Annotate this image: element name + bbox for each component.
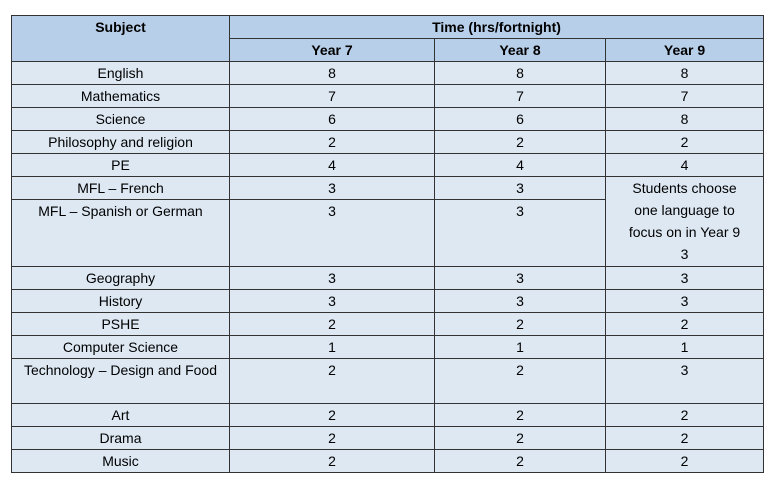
year7-cell: 2	[229, 449, 435, 473]
header-year-7: Year 7	[229, 38, 435, 62]
year7-cell: 4	[229, 153, 435, 177]
subject-cell: Art	[11, 403, 230, 427]
year8-cell: 2	[434, 403, 606, 427]
table-row: Music 2 2 2	[11, 449, 765, 473]
year8-cell: 3	[434, 199, 606, 267]
year8-cell: 2	[434, 358, 606, 404]
language-note-cell: Students choose one language to focus on…	[604, 176, 765, 267]
year9-cell: 2	[604, 130, 765, 154]
year9-cell: 2	[604, 403, 765, 427]
subject-cell: MFL – French	[11, 176, 230, 200]
table-row: MFL – French 3 3 Students choose one lan…	[11, 176, 765, 267]
year7-cell: 2	[229, 358, 435, 404]
year9-cell: 2	[604, 426, 765, 450]
year8-cell: 6	[434, 107, 606, 131]
year9-cell: 3	[604, 289, 765, 313]
table-row: History 3 3 3	[11, 289, 765, 313]
subject-cell: Drama	[11, 426, 230, 450]
year9-cell: 2	[604, 312, 765, 336]
language-note-line: focus on in Year 9	[628, 224, 741, 240]
header-subject: Subject	[11, 15, 230, 62]
subject-cell: Technology – Design and Food	[11, 358, 230, 404]
table-row: PSHE 2 2 2	[11, 312, 765, 336]
table-row: Philosophy and religion 2 2 2	[11, 130, 765, 154]
header-time: Time (hrs/fortnight)	[228, 15, 765, 39]
curriculum-table: Subject Time (hrs/fortnight) Year 7 Year…	[11, 15, 765, 473]
subject-cell: Computer Science	[11, 335, 230, 359]
table-row: Computer Science 1 1 1	[11, 335, 765, 359]
year9-cell: 3	[604, 358, 765, 404]
subject-cell: Philosophy and religion	[11, 130, 230, 154]
language-note-value: 3	[680, 246, 689, 262]
year8-cell: 2	[434, 130, 606, 154]
subject-cell: Geography	[11, 266, 230, 290]
table-row: MFL – Spanish or German 3 3	[11, 199, 764, 267]
year7-cell: 3	[229, 176, 435, 200]
table-row: Art 2 2 2	[11, 403, 765, 427]
subject-cell: PE	[11, 153, 230, 177]
subject-cell: PSHE	[11, 312, 230, 336]
table-row: Drama 2 2 2	[11, 426, 765, 450]
subject-cell: Science	[11, 107, 230, 131]
year7-cell: 2	[229, 130, 435, 154]
subject-cell: Music	[11, 449, 230, 473]
language-note-line: Students choose	[632, 180, 737, 196]
year7-cell: 6	[229, 107, 435, 131]
year7-cell: 3	[229, 199, 435, 267]
year9-cell: 1	[604, 335, 765, 359]
year8-cell: 4	[434, 153, 606, 177]
header-year-9: Year 9	[604, 38, 765, 62]
table-row: Science 6 6 8	[11, 107, 765, 131]
year7-cell: 3	[229, 289, 435, 313]
year8-cell: 7	[434, 84, 606, 108]
year9-cell: 7	[604, 84, 765, 108]
table-row: Geography 3 3 3	[11, 266, 765, 290]
year7-cell: 3	[229, 266, 435, 290]
year7-cell: 2	[229, 312, 435, 336]
year7-cell: 2	[229, 403, 435, 427]
header-year-8: Year 8	[434, 38, 606, 62]
year7-cell: 2	[229, 426, 435, 450]
table-row: PE 4 4 4	[11, 153, 765, 177]
year8-cell: 3	[434, 289, 606, 313]
year9-cell: 3	[604, 266, 765, 290]
subject-cell: Mathematics	[11, 84, 230, 108]
year9-cell: 4	[604, 153, 765, 177]
year7-cell: 7	[229, 84, 435, 108]
year7-cell: 8	[229, 61, 435, 85]
year9-cell: 8	[604, 107, 765, 131]
subject-cell: MFL – Spanish or German	[11, 199, 230, 267]
subject-cell: English	[11, 61, 230, 85]
year8-cell: 2	[434, 449, 606, 473]
table-row: Mathematics 7 7 7	[11, 84, 765, 108]
year8-cell: 1	[434, 335, 606, 359]
year9-cell: 8	[604, 61, 765, 85]
language-note-line: one language to	[634, 202, 735, 218]
year8-cell: 2	[434, 312, 606, 336]
subject-cell: History	[11, 289, 230, 313]
year9-cell: 2	[604, 449, 765, 473]
table-row: English 8 8 8	[11, 61, 765, 85]
year8-cell: 2	[434, 426, 606, 450]
year8-cell: 3	[434, 266, 606, 290]
year8-cell: 3	[434, 176, 606, 200]
year7-cell: 1	[229, 335, 435, 359]
table-row: Technology – Design and Food 2 2 3	[11, 358, 765, 404]
year8-cell: 8	[434, 61, 606, 85]
